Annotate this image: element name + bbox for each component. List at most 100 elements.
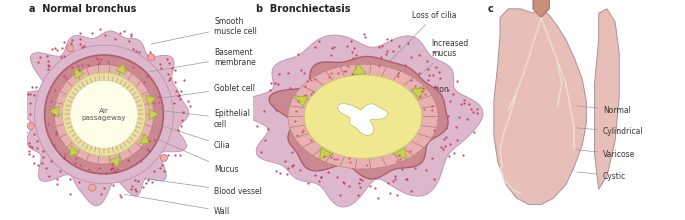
Text: Air
passageway: Air passageway [82,108,126,121]
Polygon shape [127,73,141,88]
Polygon shape [421,117,438,128]
Polygon shape [288,117,306,128]
Text: Smooth
muscle cell: Smooth muscle cell [151,17,257,44]
Polygon shape [288,106,306,117]
Polygon shape [55,91,68,105]
Circle shape [62,73,146,156]
Polygon shape [337,104,388,136]
Polygon shape [75,68,84,79]
Polygon shape [411,88,425,99]
Polygon shape [295,133,315,148]
Polygon shape [295,86,315,100]
Polygon shape [110,157,121,167]
Polygon shape [139,134,150,144]
Polygon shape [119,68,132,81]
Polygon shape [98,154,110,164]
Polygon shape [289,95,309,108]
Text: c: c [488,4,493,14]
Circle shape [148,54,155,61]
Polygon shape [403,77,424,92]
Text: a  Normal bronchus: a Normal bronchus [29,4,136,14]
Text: Loss of cilia: Loss of cilia [382,11,457,70]
Polygon shape [325,66,345,81]
Polygon shape [140,91,153,105]
Polygon shape [382,66,401,81]
Polygon shape [109,65,122,77]
Text: b  Bronchiectasis: b Bronchiectasis [256,4,351,14]
Polygon shape [403,141,424,156]
Polygon shape [352,64,366,74]
Circle shape [67,45,74,52]
Polygon shape [295,96,308,106]
Text: Destruction
of wall: Destruction of wall [332,63,449,104]
Circle shape [55,65,153,164]
Polygon shape [143,114,154,126]
Text: Wall: Wall [125,194,230,216]
Polygon shape [69,146,79,156]
Polygon shape [393,147,414,162]
Polygon shape [86,65,99,77]
Polygon shape [143,103,154,114]
Polygon shape [127,141,141,156]
Text: Cilia: Cilia [144,120,231,150]
Polygon shape [369,156,386,169]
Polygon shape [312,147,334,162]
Circle shape [160,154,168,161]
Polygon shape [269,57,448,179]
Polygon shape [86,152,99,164]
Polygon shape [98,65,110,74]
Circle shape [70,80,138,148]
Polygon shape [54,114,65,126]
Polygon shape [417,125,437,138]
Polygon shape [421,106,438,117]
Polygon shape [75,68,90,81]
Polygon shape [302,141,323,156]
Polygon shape [134,81,148,96]
Polygon shape [66,141,81,156]
Polygon shape [60,81,74,96]
Polygon shape [116,64,125,74]
Polygon shape [289,125,309,138]
Polygon shape [75,148,90,161]
Polygon shape [340,64,357,77]
Polygon shape [494,9,586,205]
Polygon shape [140,124,153,138]
Polygon shape [417,95,437,108]
Text: Epithelial
cell: Epithelial cell [156,109,250,128]
Polygon shape [145,95,156,105]
Polygon shape [49,106,59,117]
Text: Mucus: Mucus [145,133,238,174]
Polygon shape [302,77,323,92]
Polygon shape [66,73,81,88]
Polygon shape [320,148,333,159]
Text: Blood vessel: Blood vessel [145,179,262,196]
Polygon shape [393,148,406,159]
Text: Goblet cell: Goblet cell [153,84,255,99]
Polygon shape [411,133,432,148]
Polygon shape [411,86,432,100]
Ellipse shape [304,75,422,158]
Circle shape [35,45,173,184]
Text: Cystic: Cystic [577,172,626,180]
Polygon shape [369,64,386,77]
Polygon shape [340,156,357,169]
Circle shape [45,55,164,174]
Polygon shape [312,71,334,86]
Polygon shape [533,0,549,18]
Polygon shape [119,148,132,161]
Polygon shape [382,152,401,167]
Polygon shape [12,31,189,206]
Polygon shape [356,158,371,169]
Text: Cylindrical: Cylindrical [577,128,643,136]
Text: Varicose: Varicose [577,150,635,158]
Polygon shape [60,133,74,148]
Polygon shape [595,9,619,189]
Circle shape [27,123,34,130]
Text: Basement
membrane: Basement membrane [149,48,256,72]
Text: Normal: Normal [577,106,631,114]
Polygon shape [356,64,371,76]
Polygon shape [109,152,122,164]
Polygon shape [239,35,483,207]
Polygon shape [54,103,65,114]
Circle shape [89,184,96,191]
